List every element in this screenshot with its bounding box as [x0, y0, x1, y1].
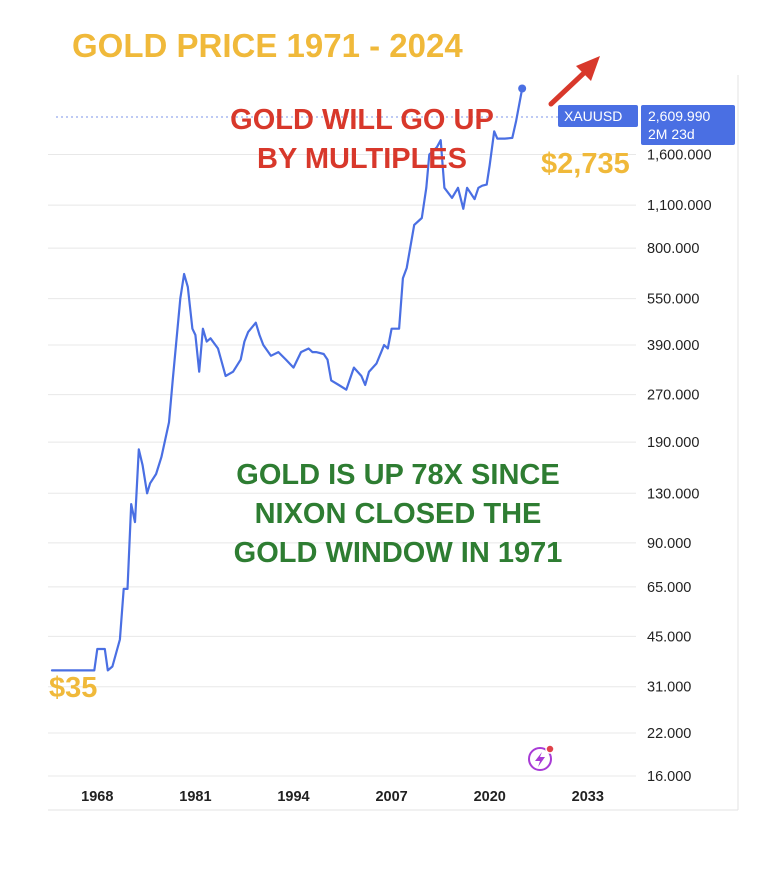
x-tick-label: 1981: [179, 789, 211, 805]
annotation-78x-line3: GOLD WINDOW IN 1971: [234, 537, 563, 569]
y-tick-label: 22.000: [647, 726, 691, 742]
badge-symbol: XAUUSD: [564, 108, 622, 124]
y-tick-label: 550.000: [647, 292, 699, 308]
y-tick-label: 390.000: [647, 338, 699, 354]
y-tick-label: 45.000: [647, 629, 691, 645]
x-tick-label: 2033: [572, 789, 604, 805]
x-axis: 1968 1981 1994 2007 2020 2033: [81, 789, 604, 805]
badge-value-box: [641, 105, 735, 145]
chart-title: GOLD PRICE 1971 - 2024: [72, 27, 463, 64]
x-tick-label: 1968: [81, 789, 113, 805]
badge-symbol-box: [558, 105, 638, 127]
x-tick-label: 1994: [277, 789, 309, 805]
y-tick-label: 800.000: [647, 241, 699, 257]
annotation-78x-line2: NIXON CLOSED THE: [255, 498, 542, 530]
y-tick-label: 31.000: [647, 680, 691, 696]
badge-countdown: 2M 23d: [648, 126, 695, 142]
y-tick-label: 1,100.000: [647, 198, 712, 214]
y-tick-label: 1,600.000: [647, 148, 712, 164]
y-tick-label: 130.000: [647, 486, 699, 502]
series-line-gold: [50, 87, 524, 672]
annotation-go-up-line2: BY MULTIPLES: [257, 143, 467, 175]
annotation-go-up-line1: GOLD WILL GO UP: [230, 104, 494, 136]
annotation-78x-line1: GOLD IS UP 78X SINCE: [236, 459, 559, 491]
x-tick-label: 2020: [474, 789, 506, 805]
y-tick-label: 16.000: [647, 769, 691, 785]
up-right-arrow-icon: [548, 56, 600, 107]
annotation-end-price: $2,735: [541, 148, 630, 180]
y-tick-label: 90.000: [647, 536, 691, 552]
y-axis: 16.000 22.000 31.000 45.000 65.000 90.000 130.…: [647, 148, 712, 785]
lightning-bolt-icon[interactable]: [528, 744, 555, 771]
y-tick-label: 65.000: [647, 580, 691, 596]
y-tick-label: 270.000: [647, 388, 699, 404]
x-tick-label: 2007: [375, 789, 407, 805]
last-data-point: [518, 84, 527, 93]
last-value-badge: XAUUSD 2,609.990 2M 23d: [558, 105, 735, 145]
y-tick-label: 190.000: [647, 435, 699, 451]
annotation-start-price: $35: [49, 672, 97, 704]
grid-lines: [48, 154, 636, 777]
badge-value: 2,609.990: [648, 108, 710, 124]
